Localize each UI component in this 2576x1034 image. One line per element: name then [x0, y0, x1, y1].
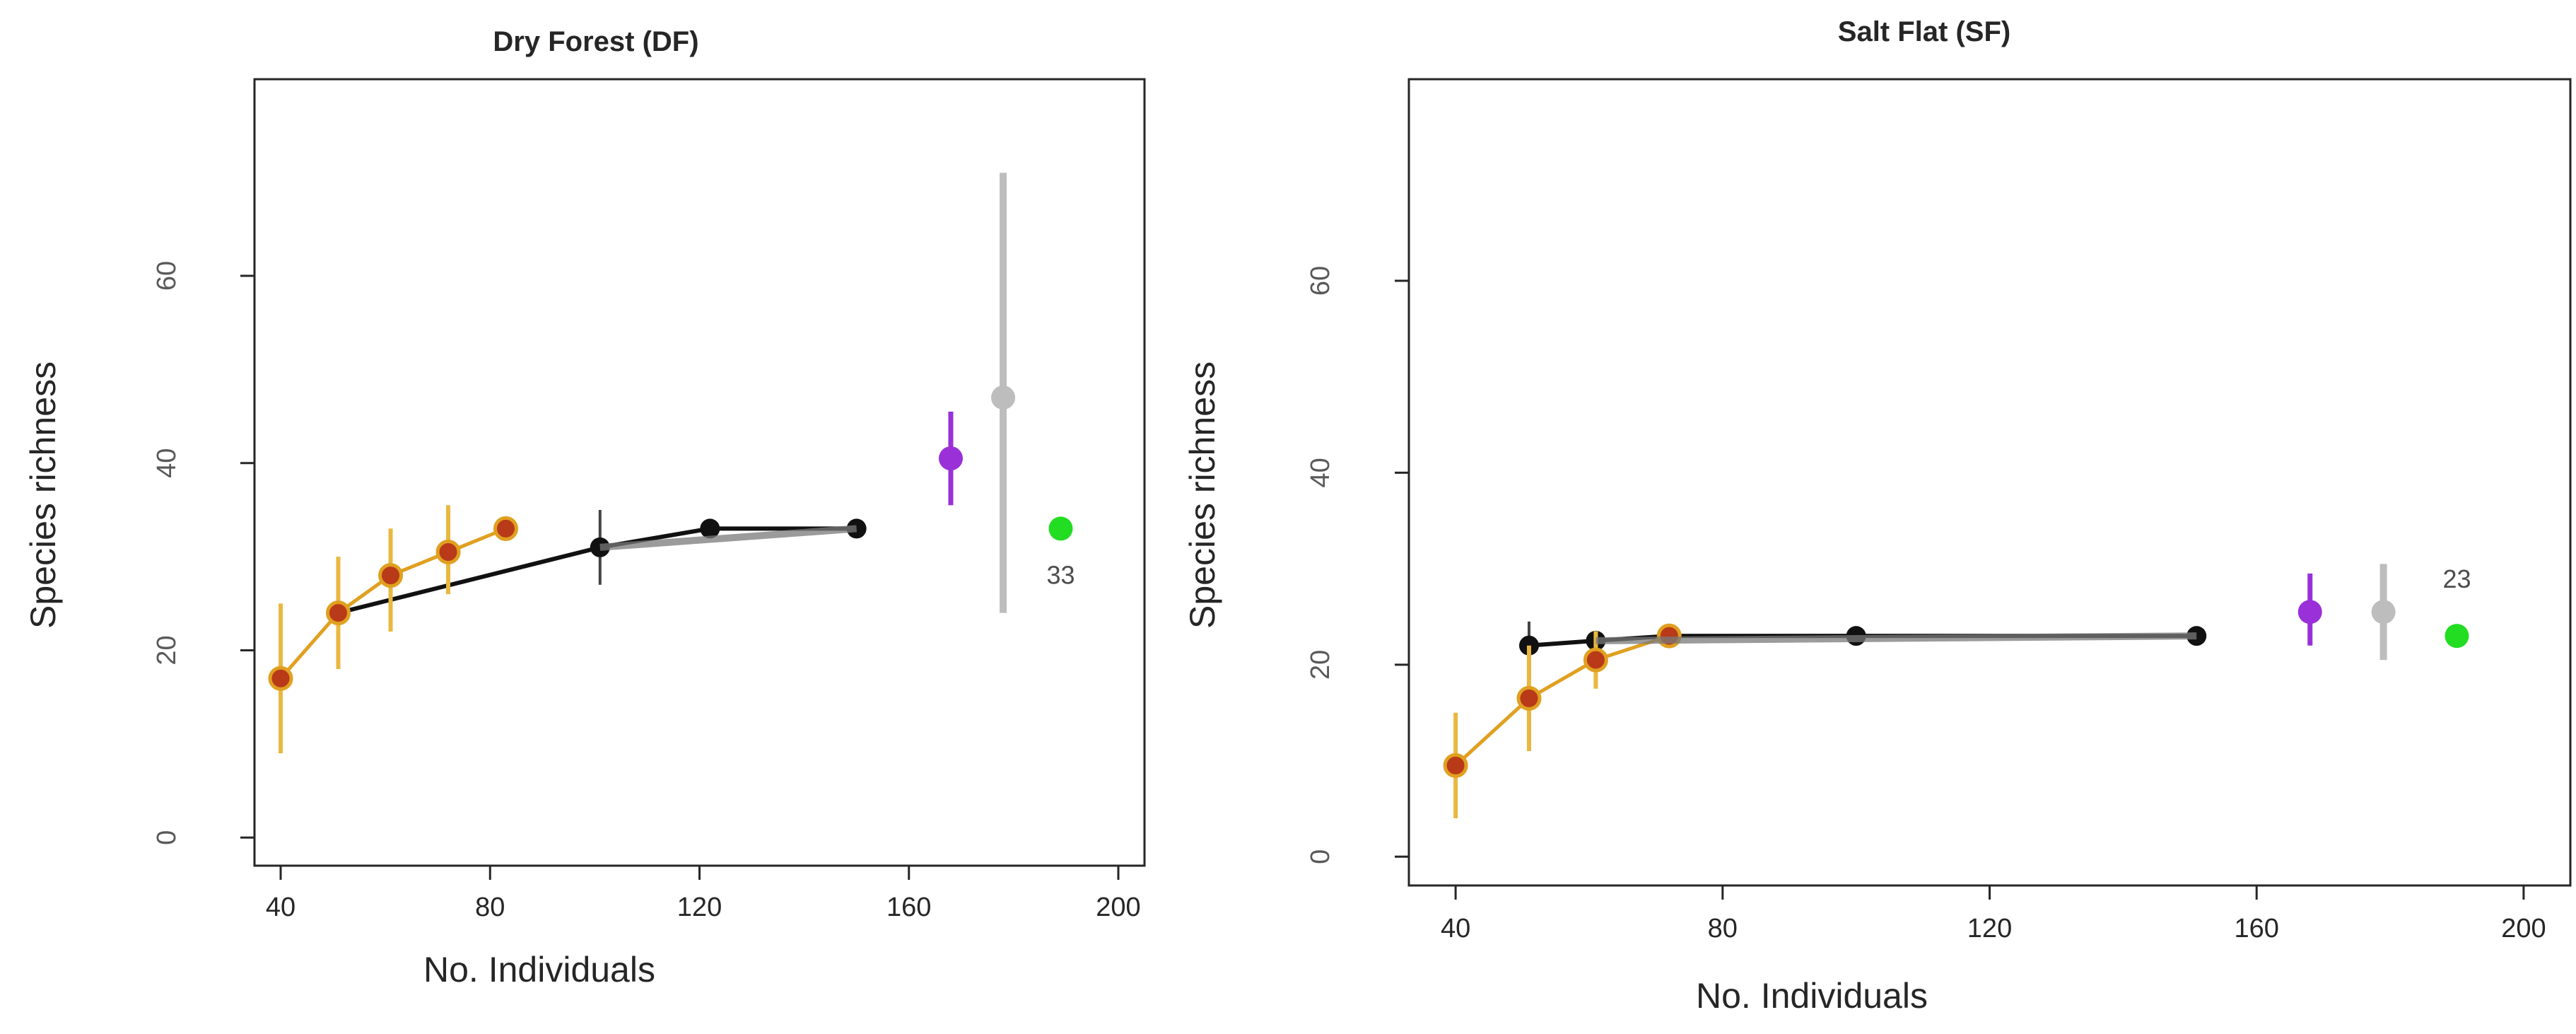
estimator-green-point	[2445, 624, 2469, 649]
rarefaction-point	[493, 516, 518, 541]
y-axis: 0 20 40 60	[1306, 266, 1409, 864]
y-tick-label: 20	[1306, 650, 1335, 680]
y-tick-label: 0	[152, 830, 182, 845]
rarefaction-line	[1454, 634, 1670, 767]
x-tick-label: 160	[886, 893, 931, 922]
chart-panel-salt-flat: Salt Flat (SF) 40 80 120 160 200 0 20 40 60 No.…	[1183, 16, 2572, 1016]
x-axis-label: No. Individuals	[423, 950, 655, 989]
confidence-band	[599, 525, 857, 551]
rarefaction-point	[268, 666, 293, 691]
estimator-green-point	[1048, 516, 1073, 541]
confidence-band	[1596, 632, 2197, 644]
chart-title: Salt Flat (SF)	[1838, 16, 2010, 47]
x-axis-label: No. Individuals	[1696, 976, 1928, 1016]
rarefaction-point	[1516, 685, 1542, 711]
x-tick-label: 120	[1967, 914, 2012, 943]
observed-richness-label: 23	[2442, 564, 2471, 593]
y-tick-label: 40	[1306, 458, 1335, 487]
rarefaction-line	[279, 527, 507, 680]
chart-title: Dry Forest (DF)	[493, 26, 698, 57]
plot-frame	[253, 78, 1146, 867]
rarefaction-point	[325, 600, 351, 626]
x-axis: 40 80 120 160 200	[1441, 885, 2546, 943]
estimator-purple-point	[2297, 600, 2322, 625]
extrapolation-line	[337, 526, 857, 615]
x-tick-label: 80	[475, 893, 505, 922]
y-tick-label: 60	[1306, 266, 1335, 296]
x-tick-label: 40	[1441, 914, 1470, 943]
chart-panel-dry-forest: Dry Forest (DF) 40 80 120 160 200 0 20 40 60 No…	[23, 26, 1146, 989]
observed-richness-label: 33	[1046, 560, 1075, 589]
rarefaction-point	[1443, 753, 1468, 778]
y-axis-label: Species richness	[23, 361, 63, 629]
estimator-purple-point	[938, 446, 963, 471]
rarefaction-point	[378, 563, 404, 588]
y-tick-label: 40	[152, 448, 182, 478]
estimator-grey-point	[991, 385, 1016, 410]
x-tick-label: 200	[2501, 914, 2546, 943]
rarefaction-point	[435, 540, 461, 565]
x-tick-label: 200	[1096, 893, 1140, 922]
estimator-grey-point	[2371, 600, 2396, 625]
data-marks: 23	[1443, 564, 2471, 818]
y-axis-label: Species richness	[1183, 361, 1222, 629]
x-tick-label: 120	[677, 893, 722, 922]
y-tick-label: 60	[152, 261, 182, 291]
x-tick-label: 80	[1708, 914, 1738, 943]
extrapolation-point	[700, 518, 720, 539]
x-axis: 40 80 120 160 200	[266, 866, 1141, 922]
plot-frame	[1407, 78, 2572, 887]
x-tick-label: 40	[266, 893, 295, 922]
y-tick-label: 20	[152, 635, 182, 665]
y-axis: 0 20 40 60	[152, 261, 254, 845]
data-marks: 33	[268, 173, 1075, 754]
y-tick-label: 0	[1306, 849, 1335, 864]
x-tick-label: 160	[2234, 914, 2278, 943]
rarefaction-point	[1583, 647, 1608, 673]
